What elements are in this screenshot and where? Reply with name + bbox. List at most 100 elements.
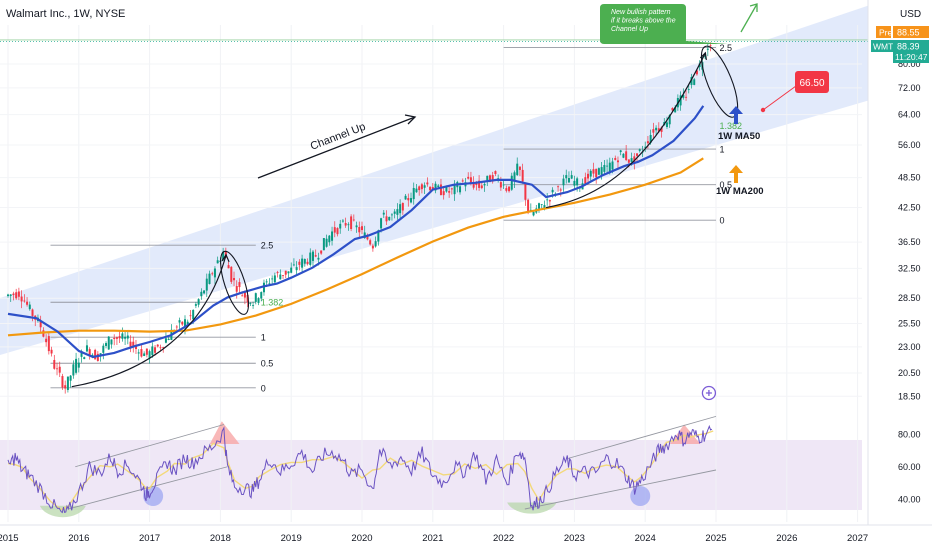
- year-tick-label: 2025: [705, 533, 726, 544]
- arrowhead-2016: [221, 253, 230, 263]
- target-value: 66.50: [799, 78, 824, 89]
- bullish-note-text: New bullish pattern if it breaks above th…: [611, 9, 676, 33]
- candle-body: [706, 48, 709, 50]
- candle-body: [303, 259, 306, 264]
- candle-body: [282, 275, 285, 276]
- candle-body: [671, 107, 674, 111]
- candle-body: [709, 45, 712, 47]
- candle-body: [126, 335, 129, 339]
- ellipse-2025: [700, 45, 739, 118]
- target-dot: [760, 107, 766, 113]
- channel-arrow: [257, 116, 416, 179]
- time-axis-ticks: 2015 2016 2017 2018 2019 2020 2021 2022 2023 2024…: [0, 533, 868, 544]
- rsi-channel-lower-2022: [524, 469, 717, 510]
- candle-body: [486, 175, 489, 181]
- candle-body: [382, 212, 385, 215]
- last-price: 88.39: [897, 42, 920, 52]
- price-tick-label: 64.00: [898, 110, 921, 120]
- ma50-label: 1W MA50: [718, 131, 760, 142]
- candle-body: [336, 228, 339, 235]
- price-tick-label: 25.50: [898, 318, 921, 328]
- price-tick-label: 72.00: [898, 83, 921, 93]
- candle-body: [314, 255, 317, 257]
- ma50-arrow-icon: [729, 106, 743, 124]
- candle-body: [129, 341, 132, 349]
- candle-body: [371, 245, 374, 249]
- candle-body: [638, 149, 641, 151]
- candle-body: [393, 211, 396, 214]
- candle-body: [7, 294, 9, 296]
- candle-body: [306, 261, 309, 264]
- price-tick-label: 42.50: [898, 203, 921, 213]
- candle-body: [685, 96, 688, 98]
- rsi-channel-upper-2022: [567, 415, 717, 460]
- candle-body: [429, 186, 432, 191]
- candle-body: [94, 349, 97, 360]
- candle-body: [91, 354, 94, 357]
- candle-body: [118, 336, 121, 339]
- candle-body: [704, 56, 707, 58]
- candle-body: [53, 359, 56, 369]
- year-tick-label: 2015: [0, 533, 19, 544]
- channel-arrowhead: [404, 114, 417, 125]
- candle-body: [494, 171, 497, 174]
- candle-body: [355, 225, 358, 228]
- candle-body: [570, 175, 573, 179]
- price-axis-panel[interactable]: [868, 0, 932, 550]
- year-tick-label: 2026: [776, 533, 797, 544]
- candle-body: [88, 349, 91, 357]
- candle-body: [26, 301, 29, 305]
- candle-body: [404, 195, 407, 200]
- candle-body: [467, 176, 470, 179]
- candle-body: [254, 293, 257, 302]
- candle-body: [483, 183, 486, 186]
- candle-body: [614, 158, 617, 160]
- candle-body: [499, 182, 502, 188]
- candle-body: [145, 348, 148, 355]
- candle-body: [546, 199, 549, 201]
- candle-body: [410, 198, 413, 203]
- candle-body: [143, 353, 146, 356]
- series-lines: [7, 105, 705, 359]
- candle-body: [543, 205, 546, 210]
- candle-body: [72, 364, 75, 376]
- candle-body: [23, 300, 26, 302]
- candle-body: [644, 146, 647, 148]
- candle-body: [587, 173, 590, 179]
- candle-body: [518, 166, 521, 170]
- ellipse-2018: [220, 250, 250, 315]
- candle-body: [603, 164, 606, 172]
- candle-body: [532, 211, 535, 216]
- candle-body: [573, 180, 576, 186]
- candle-body: [110, 339, 113, 345]
- candle-body: [652, 129, 655, 133]
- candle-body: [208, 273, 211, 284]
- candle-body: [679, 95, 682, 106]
- fib-label-2016: 1: [261, 333, 266, 343]
- candle-body: [295, 267, 298, 271]
- candle-body: [401, 202, 404, 211]
- candle-body: [434, 183, 437, 191]
- candle-body: [246, 295, 249, 303]
- candle-body: [557, 186, 560, 188]
- candle-body: [113, 337, 116, 339]
- candle-body: [17, 291, 20, 297]
- candle-body: [140, 349, 143, 357]
- candle-body: [28, 304, 31, 310]
- rsi-axis-ticks: 80.00 60.00 40.00: [898, 429, 921, 504]
- candle-body: [162, 347, 165, 349]
- candle-body: [257, 298, 260, 303]
- candle-body: [12, 293, 15, 296]
- candle-body: [333, 227, 336, 233]
- candle-body: [559, 189, 562, 191]
- fib-label-2016: 1.382: [261, 298, 284, 308]
- candle-body: [453, 184, 456, 195]
- candle-body: [521, 169, 524, 182]
- year-tick-label: 2021: [422, 533, 443, 544]
- candle-body: [311, 251, 314, 261]
- candle-body: [597, 168, 600, 175]
- candle-body: [322, 238, 325, 251]
- candle-body: [505, 188, 508, 191]
